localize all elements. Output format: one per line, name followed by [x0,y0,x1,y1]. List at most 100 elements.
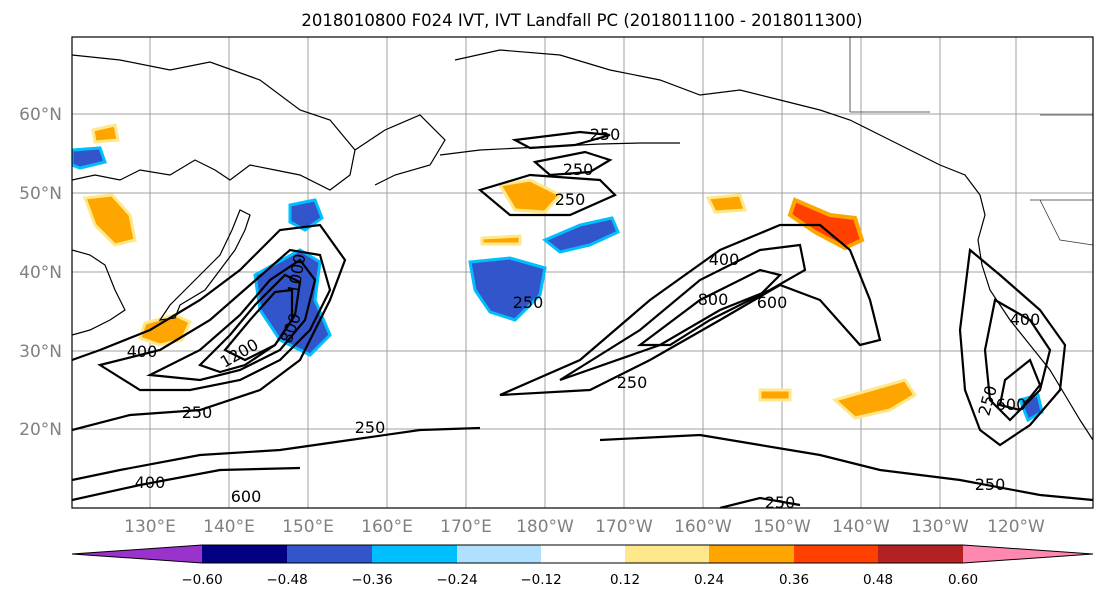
lon-label-170e: 170°E [440,517,492,537]
contour-250-south-west [72,426,481,482]
coastline-japan [158,209,251,321]
contour-250-east [958,247,1067,447]
map-frame [71,36,1094,509]
lon-label-130w: 130°W [911,517,969,537]
lon-label-150w: 150°W [753,517,811,537]
contour-250-north-1 [511,130,611,150]
contour-250-southeast [599,433,1093,502]
contour-label: 400 [135,473,166,492]
anomaly-patch-central-blue [468,256,547,322]
anomaly-patch-orange-band [480,234,522,246]
contour-label: 400 [127,342,158,361]
contour-label: 250 [182,403,213,422]
lon-label-170w: 170°W [595,517,653,537]
colorbar-segment [541,545,625,563]
contour-label: 600 [996,395,1027,414]
colorbar-segment [625,545,709,563]
contour-250-center [499,223,882,397]
coastlines [72,37,1093,441]
contour-250-north-3 [477,173,617,217]
lon-label-160w: 160°W [674,517,732,537]
contour-1000-west [223,288,294,362]
contour-label: 600 [231,487,262,506]
contour-label: 250 [555,190,586,209]
anomaly-patch-west-blue [72,146,107,170]
colorbar-tick-label: −0.12 [520,572,561,588]
anomaly-patch-sea-japan-orange [82,193,137,247]
contour-label: 250 [617,373,648,392]
colorbar-segment [878,545,963,563]
colorbar-tick-label: −0.60 [181,572,222,588]
contour-800-west [197,273,302,374]
colorbar-outline [71,544,1094,564]
contour-250-north-2 [532,150,613,177]
lat-label-20n: 20°N [19,420,62,440]
lon-label-140w: 140°W [832,517,890,537]
colorbar-tick-label: 0.60 [948,572,978,588]
contour-400-west [97,248,332,392]
colorbar-tick-label: 0.36 [779,572,809,588]
colorbar-segment [287,545,372,563]
colorbar-tick-label: −0.48 [266,572,307,588]
coastline-asia [72,54,356,191]
contour-label: 400 [709,250,740,269]
lon-label-140e: 140°E [203,517,255,537]
contour-600-center [636,268,783,347]
contour-label: 250 [563,160,594,179]
contour-label: 250 [765,493,796,512]
coastline-kamchatka [354,114,446,186]
lon-label-160e: 160°E [361,517,413,537]
anomaly-patch-central-orange [497,178,563,214]
anomaly-patch-north-orange [91,123,120,144]
lat-label-40n: 40°N [19,263,62,283]
contour-label: 250 [513,293,544,312]
ivt-contours [72,130,1093,508]
contour-400-south-west [72,466,301,502]
latitude-labels: 20°N 30°N 40°N 50°N 60°N [19,105,62,440]
contour-400-center [559,243,807,382]
colorbar-segment [457,545,541,563]
graticule [72,37,1093,508]
coastline-korea-china [72,249,126,336]
lon-label-130e: 130°E [124,517,176,537]
contour-label: 600 [757,293,788,312]
colorbar-segments [71,544,1094,564]
colorbar-segment [794,545,878,563]
colorbar-extend-max [963,545,1093,563]
map-panel: 250 250 250 250 250 250 250 250 400 400 … [71,36,1094,512]
contour-label: 400 [1010,310,1041,329]
border-canada-us [849,37,1093,246]
contour-label: 250 [975,475,1006,494]
colorbar-tick-label: 0.24 [694,572,724,588]
contour-600-east [998,358,1042,412]
colorbar-segment [202,545,287,563]
anomaly-patch-subtropic-orange [758,388,792,402]
lat-label-50n: 50°N [19,184,62,204]
colorbar-tick-label: 0.48 [863,572,893,588]
lon-label-120w: 120°W [987,517,1045,537]
coastline-alaska [454,49,981,196]
anomaly-patch-alaska-orange [705,193,748,214]
contour-label: 250 [355,418,386,437]
lat-label-30n: 30°N [19,342,62,362]
contour-600-west [146,258,317,382]
coastline-north-america [977,194,1093,441]
colorbar-tick-label: 0.12 [610,572,640,588]
contour-label: 800 [698,290,729,309]
anomaly-patch-kamchatka-blue [288,198,324,232]
lon-label-180w: 180°W [516,517,574,537]
lon-label-150e: 150°E [282,517,334,537]
figure-title: 2018010800 F024 IVT, IVT Landfall PC (20… [301,11,862,30]
anomaly-patch-central-north-blue [542,216,620,254]
colorbar-extend-min [72,545,202,563]
anomaly-patch-gulf-red [787,197,865,251]
colorbar-tick-label: −0.36 [351,572,392,588]
contour-250-bottom [719,496,801,508]
colorbar-tick-labels: −0.60 −0.48 −0.36 −0.24 −0.12 0.12 0.24 … [181,572,978,588]
colorbar-segment [372,545,457,563]
colorbar-tick-label: −0.24 [436,572,477,588]
colorbar: −0.60 −0.48 −0.36 −0.24 −0.12 0.12 0.24 … [71,544,1094,588]
lat-label-60n: 60°N [19,105,62,125]
contour-label: 250 [590,125,621,144]
